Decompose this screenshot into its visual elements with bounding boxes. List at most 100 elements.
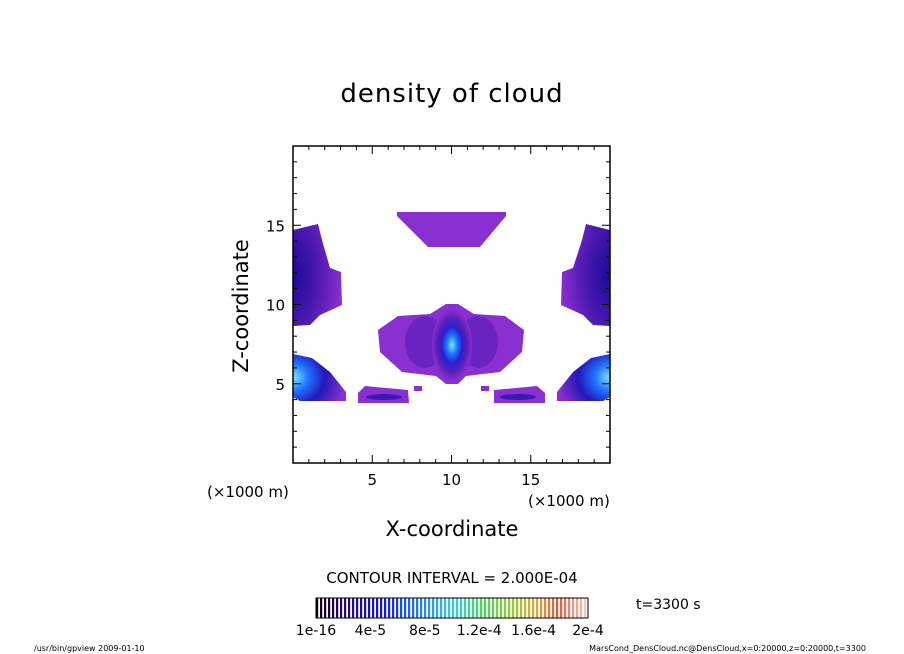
y-axis-label: Z-coordinate (229, 239, 253, 373)
chart-title: density of cloud (340, 79, 563, 109)
colorbar-swatch (320, 598, 323, 618)
colorbar-swatch (344, 598, 347, 618)
colorbar-swatch (328, 598, 331, 618)
colorbar-label: 1.2e-4 (457, 623, 502, 639)
colorbar-swatch (424, 598, 427, 618)
center-core (432, 309, 472, 381)
left-strip-core (366, 394, 402, 400)
colorbar-swatch (580, 598, 583, 618)
footer-left: /usr/bin/gpview 2009-01-10 (34, 644, 145, 653)
colorbar-swatch (356, 598, 359, 618)
colorbar-labels: 1e-16 4e-5 8e-5 1.2e-4 1.6e-4 2e-4 (296, 623, 604, 639)
colorbar-swatch (540, 598, 543, 618)
colorbar-swatch (364, 598, 367, 618)
colorbar-swatch (488, 598, 491, 618)
contour-interval: CONTOUR INTERVAL = 2.000E-04 (326, 569, 577, 587)
colorbar-swatch (348, 598, 351, 618)
speck-left (414, 386, 422, 391)
colorbar-swatch (360, 598, 363, 618)
colorbar-swatch (492, 598, 495, 618)
colorbar-swatch (452, 598, 455, 618)
colorbar-swatch (436, 598, 439, 618)
colorbar (316, 598, 587, 618)
colorbar-swatch (464, 598, 467, 618)
colorbar-swatch (396, 598, 399, 618)
colorbar-swatch (472, 598, 475, 618)
time-label: t=3300 s (636, 597, 701, 613)
colorbar-swatch (532, 598, 535, 618)
x-tick-label: 15 (521, 471, 540, 489)
colorbar-swatch (416, 598, 419, 618)
colorbar-frame (315, 597, 589, 619)
colorbar-swatch (372, 598, 375, 618)
colorbar-swatch (500, 598, 503, 618)
colorbar-swatch (340, 598, 343, 618)
region-left-edge-upper (293, 224, 342, 326)
colorbar-swatch (480, 598, 483, 618)
speck-right (481, 386, 489, 391)
colorbar-swatch (564, 598, 567, 618)
colorbar-label: 8e-5 (409, 623, 440, 639)
colorbar-swatch (316, 598, 319, 618)
colorbar-swatch (552, 598, 555, 618)
colorbar-swatch (420, 598, 423, 618)
colorbar-swatch (576, 598, 579, 618)
colorbar-swatch (536, 598, 539, 618)
contour-field (293, 212, 610, 403)
region-right-edge-upper (561, 224, 610, 326)
colorbar-swatch (384, 598, 387, 618)
x-unit-right: (×1000 m) (528, 492, 610, 510)
colorbar-swatch (468, 598, 471, 618)
x-axis-label: X-coordinate (386, 517, 519, 541)
colorbar-swatch (332, 598, 335, 618)
colorbar-label: 2e-4 (572, 623, 604, 639)
colorbar-swatch (388, 598, 391, 618)
colorbar-swatch (352, 598, 355, 618)
colorbar-label: 1e-16 (296, 623, 336, 639)
colorbar-swatch (336, 598, 339, 618)
x-tick-label: 5 (367, 471, 377, 489)
y-tick-label: 10 (266, 297, 285, 315)
colorbar-swatch (584, 598, 587, 618)
colorbar-swatch (512, 598, 515, 618)
colorbar-swatch (324, 598, 327, 618)
colorbar-swatch (496, 598, 499, 618)
colorbar-swatch (392, 598, 395, 618)
colorbar-swatch (456, 598, 459, 618)
colorbar-swatch (508, 598, 511, 618)
colorbar-swatch (440, 598, 443, 618)
x-tick-labels: 5 10 15 (367, 471, 540, 489)
colorbar-swatch (444, 598, 447, 618)
colorbar-swatch (524, 598, 527, 618)
footer-right: MarsCond_DensCloud.nc@DensCloud,x=0:2000… (589, 644, 866, 653)
colorbar-swatch (572, 598, 575, 618)
colorbar-swatch (412, 598, 415, 618)
colorbar-label: 1.6e-4 (511, 623, 556, 639)
colorbar-swatch (548, 598, 551, 618)
colorbar-label: 4e-5 (355, 623, 386, 639)
colorbar-swatch (520, 598, 523, 618)
colorbar-swatch (376, 598, 379, 618)
colorbar-swatch (448, 598, 451, 618)
region-upper-band (397, 212, 506, 247)
colorbar-swatch (560, 598, 563, 618)
colorbar-swatch (504, 598, 507, 618)
y-tick-label: 5 (275, 376, 285, 394)
colorbar-swatch (404, 598, 407, 618)
y-tick-labels: 5 10 15 (266, 217, 285, 394)
axis-ticks (293, 146, 610, 463)
colorbar-swatch (568, 598, 571, 618)
colorbar-swatch (476, 598, 479, 618)
colorbar-swatch (460, 598, 463, 618)
region-left-edge-lower (293, 354, 346, 401)
colorbar-swatch (432, 598, 435, 618)
colorbar-swatch (408, 598, 411, 618)
x-unit-left: (×1000 m) (207, 483, 289, 501)
y-tick-label: 15 (266, 217, 285, 235)
colorbar-swatch (368, 598, 371, 618)
colorbar-swatch (400, 598, 403, 618)
x-tick-label: 10 (442, 471, 461, 489)
colorbar-swatch (380, 598, 383, 618)
right-strip-core (500, 394, 536, 400)
